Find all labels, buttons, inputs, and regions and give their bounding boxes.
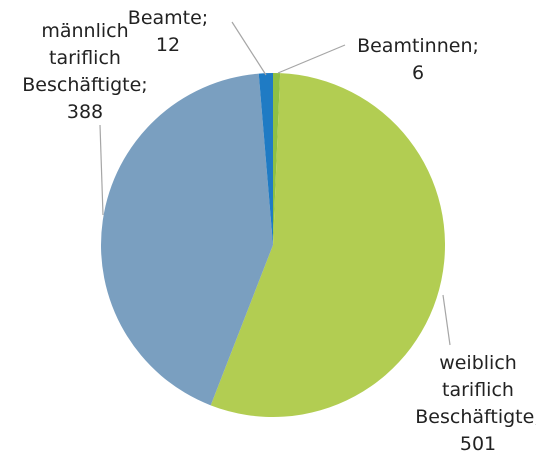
label-line: Beschäftigte; xyxy=(22,74,147,96)
label-line: Beschäftigte; xyxy=(415,406,536,428)
leader-line xyxy=(277,44,346,74)
slice-label: männlich tariflich Beschäftigte; xyxy=(22,20,147,96)
value-label: 12 xyxy=(156,34,180,56)
label-line: weiblich xyxy=(439,352,517,374)
value-label: 388 xyxy=(67,101,103,123)
slice-label: Beamte; xyxy=(128,7,208,29)
slice-label: Beamtinnen; xyxy=(357,35,479,57)
pie-slice xyxy=(210,73,445,417)
label-line: tariflich xyxy=(442,379,514,401)
value-label: 501 xyxy=(460,433,496,455)
slice-label: weiblich tariflich Beschäftigte; xyxy=(415,352,536,428)
leader-line xyxy=(99,124,104,216)
label-line: männlich xyxy=(41,20,128,42)
label-line: tariflich xyxy=(49,47,121,69)
pie-slice xyxy=(101,73,274,406)
pie-slice xyxy=(258,73,273,245)
value-label: 6 xyxy=(412,62,424,84)
leader-line xyxy=(231,21,267,76)
label-line: Beamte; xyxy=(128,7,208,29)
pie-slice xyxy=(273,73,281,245)
leader-line xyxy=(442,294,451,346)
label-line: Beamtinnen; xyxy=(357,35,479,57)
